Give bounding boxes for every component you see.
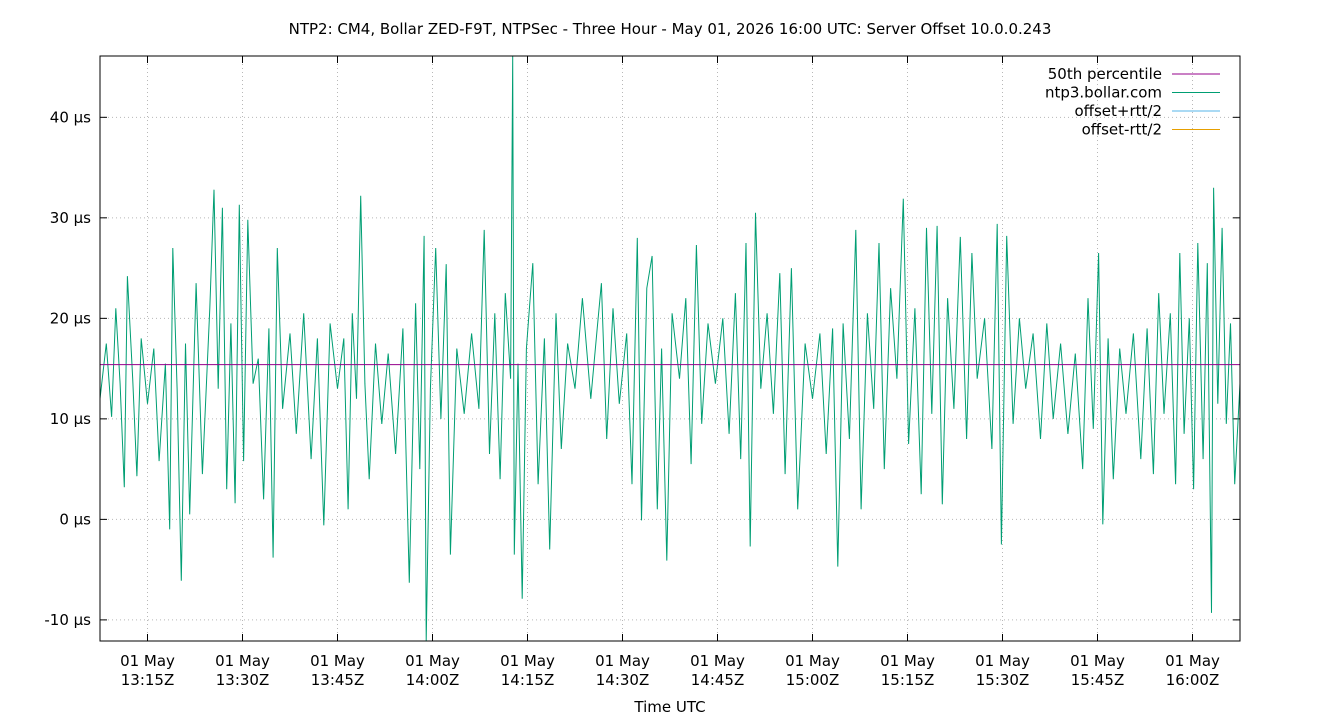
legend-label: ntp3.bollar.com [1045, 84, 1162, 102]
x-tick-date: 01 May [120, 652, 175, 670]
x-tick-time: 14:15Z [501, 671, 555, 689]
x-tick-time: 16:00Z [1166, 671, 1220, 689]
x-tick-date: 01 May [310, 652, 365, 670]
x-tick-date: 01 May [1165, 652, 1220, 670]
x-tick-date: 01 May [595, 652, 650, 670]
chart-title: NTP2: CM4, Bollar ZED-F9T, NTPSec - Thre… [289, 20, 1052, 38]
x-tick-date: 01 May [1070, 652, 1125, 670]
x-tick-time: 15:00Z [786, 671, 840, 689]
x-axis-label: Time UTC [633, 698, 705, 716]
series-line-ntp3 [99, 55, 1241, 642]
y-tick-label: -10 µs [44, 611, 91, 629]
y-tick-label: 30 µs [50, 209, 91, 227]
legend-label: 50th percentile [1048, 65, 1162, 83]
grid-lines [100, 56, 1240, 641]
x-tick-date: 01 May [785, 652, 840, 670]
y-tick-label: 40 µs [50, 108, 91, 126]
x-tick-time: 13:15Z [121, 671, 175, 689]
legend-label: offset-rtt/2 [1082, 121, 1162, 139]
x-tick-date: 01 May [690, 652, 745, 670]
y-tick-label: 10 µs [50, 410, 91, 428]
x-tick-time: 15:30Z [976, 671, 1030, 689]
series-layer [99, 55, 1241, 642]
legend-label: offset+rtt/2 [1074, 102, 1162, 120]
legend: 50th percentilentp3.bollar.comoffset+rtt… [1045, 65, 1220, 139]
x-tick-date: 01 May [880, 652, 935, 670]
x-tick-time: 13:45Z [311, 671, 365, 689]
x-tick-time: 14:30Z [596, 671, 650, 689]
x-tick-date: 01 May [500, 652, 555, 670]
plot-frame [99, 55, 1241, 642]
x-tick-date: 01 May [975, 652, 1030, 670]
y-tick-label: 0 µs [59, 510, 91, 528]
x-tick-date: 01 May [405, 652, 460, 670]
x-tick-date: 01 May [215, 652, 270, 670]
x-tick-time: 15:15Z [881, 671, 935, 689]
x-tick-time: 14:00Z [406, 671, 460, 689]
x-tick-time: 14:45Z [691, 671, 745, 689]
y-tick-label: 20 µs [50, 309, 91, 327]
x-tick-time: 15:45Z [1071, 671, 1125, 689]
x-tick-time: 13:30Z [216, 671, 270, 689]
